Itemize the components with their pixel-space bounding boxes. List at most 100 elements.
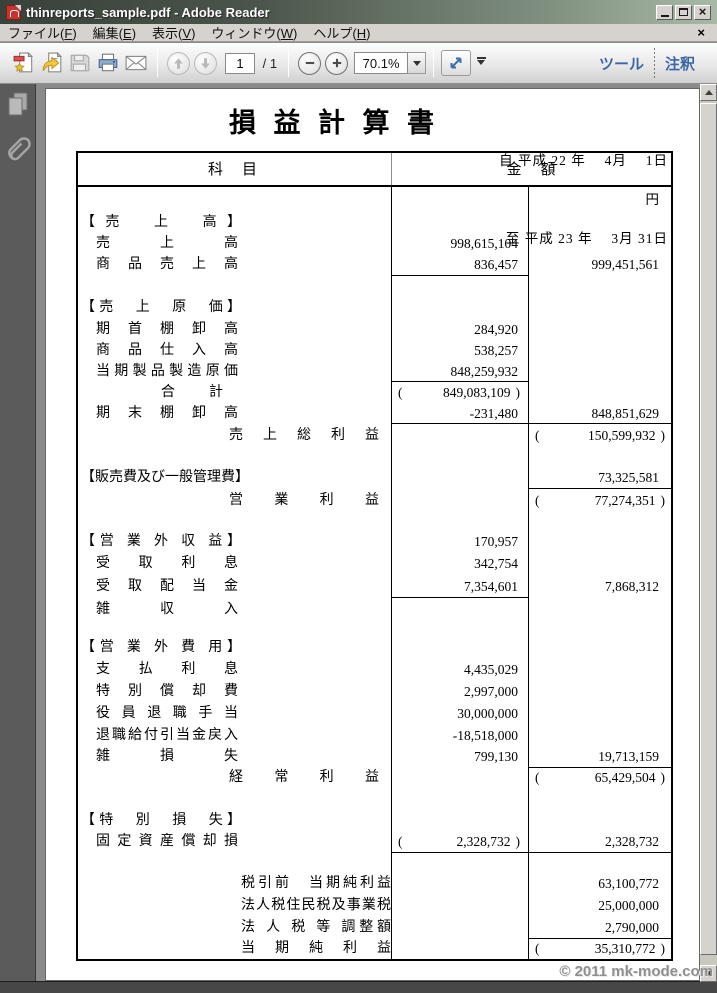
- row-label: 特 別 償 却 費: [96, 684, 238, 699]
- scrollbar-thumb[interactable]: [700, 103, 717, 955]
- title-bar: thinreports_sample.pdf - Adobe Reader: [0, 0, 717, 24]
- next-page-button[interactable]: [194, 51, 217, 75]
- open-file-icon: [13, 52, 34, 73]
- table-divider: [391, 185, 392, 959]
- table-row: 税引前 当期純利益 63,100,772: [76, 874, 673, 894]
- amount-total: 35,310,772: [528, 939, 673, 959]
- page-down-icon: [201, 57, 210, 69]
- row-label: 商 品 売 上 高: [96, 257, 238, 272]
- maximize-button[interactable]: [675, 4, 692, 20]
- menu-window[interactable]: ウィンドウW: [211, 23, 297, 42]
- menubar-close-icon[interactable]: ×: [697, 25, 705, 40]
- previous-page-button[interactable]: [167, 51, 190, 75]
- copyright-watermark: © 2011 mk-mode.com: [559, 963, 713, 980]
- zoom-dropdown-button[interactable]: [408, 52, 427, 74]
- table-divider: [391, 153, 392, 185]
- close-icon: [699, 3, 707, 21]
- minimize-icon: [660, 15, 669, 17]
- menu-file[interactable]: ファイルF: [8, 23, 77, 42]
- chevron-down-icon: [476, 57, 486, 69]
- row-label: 受 取 配 当 金: [96, 579, 238, 594]
- column-header-subject: 科 目: [207, 162, 259, 178]
- document-title: 損 益 計 算 書: [229, 108, 440, 138]
- vertical-scrollbar[interactable]: [700, 84, 717, 982]
- table-rule: [391, 381, 528, 382]
- convert-file-button[interactable]: [38, 49, 66, 77]
- email-icon: [125, 55, 147, 71]
- table-row: 【営 業 外 費 用】: [76, 638, 673, 658]
- table-row: 売 上 総 利 益 150,599,932: [76, 426, 673, 446]
- table-row: 商 品 売 上 高 836,457 999,451,561: [76, 255, 673, 275]
- window-title: thinreports_sample.pdf - Adobe Reader: [26, 4, 270, 20]
- amount-detail: 2,997,000: [464, 684, 518, 699]
- navigation-sidebar: [0, 84, 36, 993]
- page-thumbnails-button[interactable]: [4, 90, 32, 120]
- amount-detail: 7,354,601: [464, 579, 518, 594]
- amount-total: 2,328,732: [605, 834, 659, 849]
- chevron-down-icon: [412, 60, 421, 70]
- table-rule: [528, 488, 673, 489]
- attachments-button[interactable]: [4, 134, 32, 164]
- table-row: 雑 損 失 799,130 19,713,159: [76, 747, 673, 767]
- row-label: 【営 業 外 費 用】: [81, 640, 241, 655]
- table-row: 固 定 資 産 償 却 損 2,328,732 2,328,732: [76, 832, 673, 852]
- table-row: 当期製品製造原価 848,259,932: [76, 362, 673, 382]
- amount-detail: 836,457: [474, 257, 518, 272]
- fit-page-button[interactable]: [441, 50, 472, 76]
- row-label: 【特 別 損 失】: [81, 813, 241, 828]
- column-header-amount: 金 額: [506, 162, 558, 178]
- table-rule: [391, 852, 673, 853]
- amount-detail: 2,328,732: [391, 832, 528, 852]
- minimize-button[interactable]: [656, 4, 673, 20]
- row-label: 営 業 利 益: [229, 493, 379, 508]
- scroll-up-button[interactable]: [700, 84, 717, 101]
- amount-total: 19,713,159: [598, 749, 659, 764]
- table-row: 【営 業 外 収 益】 170,957: [76, 532, 673, 552]
- comments-button[interactable]: 注釈: [664, 55, 695, 73]
- table-row: 円: [76, 190, 673, 210]
- page-thumbnails-icon: [8, 92, 27, 116]
- toolbar: / 1 70.1% ツール 注釈: [0, 43, 717, 84]
- close-button[interactable]: [694, 3, 711, 21]
- table-row: 法 人 税 等 調整額 2,790,000: [76, 918, 673, 938]
- row-label: 合 計: [161, 385, 223, 400]
- toolbar-separator: [157, 49, 158, 77]
- email-button[interactable]: [122, 49, 150, 77]
- row-label: 【営 業 外 収 益】: [81, 534, 241, 549]
- toolbar-separator: [433, 49, 435, 77]
- row-label: 経 常 利 益: [229, 770, 379, 785]
- amount-total: 150,599,932: [528, 426, 673, 446]
- amount-detail: 998,615,104: [450, 236, 519, 251]
- zoom-in-button[interactable]: [325, 51, 349, 75]
- page-number-input[interactable]: [225, 52, 255, 74]
- zoom-level-display[interactable]: 70.1%: [354, 52, 409, 74]
- table-divider: [528, 185, 529, 959]
- table-row: 受 取 利 息 342,754: [76, 554, 673, 574]
- print-button[interactable]: [94, 49, 122, 77]
- tools-button[interactable]: ツール: [598, 55, 644, 73]
- fit-options-dropdown[interactable]: [471, 49, 491, 77]
- amount-detail: -231,480: [469, 406, 518, 421]
- menu-view[interactable]: 表示V: [152, 23, 195, 42]
- amount-total: 999,451,561: [591, 257, 660, 272]
- row-label: 商 品 仕 入 高: [96, 343, 238, 358]
- table-row: 合 計 849,083,109: [76, 383, 673, 403]
- amount-total: 7,868,312: [605, 579, 659, 594]
- amount-detail: 849,083,109: [391, 383, 528, 403]
- menu-bar: ファイルF 編集E 表示V ウィンドウW ヘルプH ×: [0, 24, 717, 42]
- amount-total: 73,325,581: [598, 470, 659, 485]
- row-label: 役 員 退 職 手 当: [96, 706, 238, 721]
- accounting-period: 自 平成 22 年 4月 1日 至 平成 23 年 3月 31日: [499, 96, 668, 304]
- zoom-out-button[interactable]: [298, 51, 322, 75]
- table-row: 【販売費及び一般管理費】 73,325,581: [76, 468, 673, 488]
- table-row: 営 業 利 益 77,274,351: [76, 491, 673, 511]
- menu-edit[interactable]: 編集E: [93, 23, 136, 42]
- amount-total: 2,790,000: [605, 920, 659, 935]
- amount-total: 77,274,351: [528, 491, 673, 511]
- table-row: 商 品 仕 入 高 538,257: [76, 341, 673, 361]
- arrow-down-icon: [704, 971, 713, 980]
- save-button[interactable]: [66, 49, 94, 77]
- menu-help[interactable]: ヘルプH: [313, 23, 370, 42]
- row-label: 法人税住民税及事業税: [241, 898, 391, 913]
- open-file-button[interactable]: [10, 49, 38, 77]
